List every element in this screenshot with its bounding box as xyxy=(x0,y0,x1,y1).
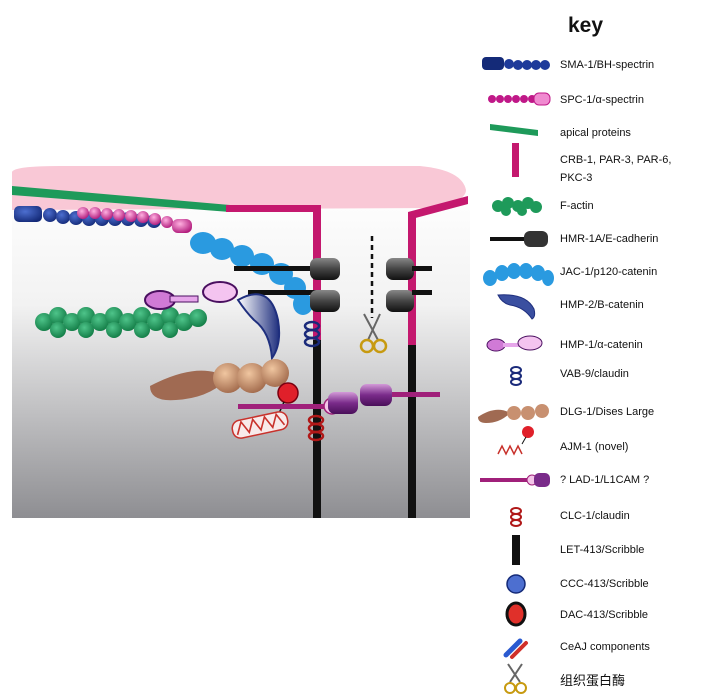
key-label-crb1-line2: PKC-3 xyxy=(560,172,593,184)
membrane-right-apical xyxy=(408,212,416,347)
key-label-hmp1: HMP-1/α-catenin xyxy=(560,339,643,351)
f-actin-cluster xyxy=(35,307,207,338)
blue-sphere-icon xyxy=(506,574,526,594)
key-label-ceaj: CeAJ components xyxy=(560,641,650,653)
key-label-sma1: SMA-1/BH-spectrin xyxy=(560,59,655,71)
green-bead-cluster-icon xyxy=(492,197,542,216)
clc1-coil xyxy=(307,414,325,442)
protease-scissors-icon xyxy=(359,313,388,354)
key-label-dlg1: DLG-1/Dises Large xyxy=(560,406,655,418)
key-label-ajm1: AJM-1 (novel) xyxy=(560,441,629,453)
magenta-rod-cylinder-icon xyxy=(480,473,550,487)
scissors-icon xyxy=(504,663,527,694)
crb1-band-right xyxy=(408,196,468,220)
magenta-bar-icon xyxy=(512,143,519,177)
red-coil-icon xyxy=(510,507,522,527)
key-label-apical: apical proteins xyxy=(560,127,631,139)
hmr1-cadherin-right xyxy=(386,258,432,312)
key-label-vab9: VAB-9/claudin xyxy=(560,368,629,380)
key-label-jac1: JAC-1/p120-catenin xyxy=(560,266,658,278)
ajm1-ball xyxy=(277,382,299,404)
hmr1-cadherin-left xyxy=(234,258,340,312)
vab9-coil xyxy=(303,320,321,348)
ajm1-helix xyxy=(231,411,289,439)
key-label-ccc: CCC-413/Scribble xyxy=(560,578,649,590)
apical-proteins-band xyxy=(12,186,230,212)
blue-arc-chain-icon xyxy=(483,263,554,286)
key-label-lad1: ? LAD-1/L1CAM ? xyxy=(560,474,650,486)
purple-dumbbell-icon xyxy=(486,335,543,352)
green-bar-icon xyxy=(490,124,538,136)
crb1-band xyxy=(226,205,320,212)
key-label-hmr1: HMR-1A/E-cadherin xyxy=(560,233,659,245)
key-panel: key SMA-1/BH-spectrin SPC-1/α-spectrin a… xyxy=(476,0,715,699)
blue-crescent-icon xyxy=(497,294,536,320)
key-title: key xyxy=(568,14,604,37)
black-rod-cylinder-icon xyxy=(490,231,548,247)
cell-body xyxy=(12,190,470,518)
dlg1-chain xyxy=(150,359,289,401)
brown-bead-chain-icon xyxy=(478,404,549,423)
key-label-spc1: SPC-1/α-spectrin xyxy=(560,94,644,106)
red-blue-bars-icon xyxy=(503,638,528,659)
key-label-crb1: CRB-1, PAR-3, PAR-6, xyxy=(560,154,672,166)
membrane-right xyxy=(408,345,416,518)
red-helix-ball-icon xyxy=(497,426,534,456)
navy-coil-icon xyxy=(510,366,522,386)
spc1-spectrin-chain xyxy=(77,207,192,233)
black-bar-icon xyxy=(512,535,520,565)
key-label-hmp2: HMP-2/B-catenin xyxy=(560,299,644,311)
junction-diagram xyxy=(12,166,470,518)
apical-surface xyxy=(12,166,466,210)
hmp1-dumbbell xyxy=(144,281,238,310)
hmp2-crescent xyxy=(236,293,281,361)
magenta-bead-chain-icon xyxy=(488,92,551,106)
key-label-clc1: CLC-1/claudin xyxy=(560,510,630,522)
key-label-factin: F-actin xyxy=(560,200,594,212)
membrane-left xyxy=(313,340,321,518)
blue-bead-chain-icon xyxy=(482,57,550,70)
key-label-let413: LET-413/Scribble xyxy=(560,544,645,556)
red-ring-icon xyxy=(505,601,527,627)
key-label-dac: DAC-413/Scribble xyxy=(560,609,649,621)
key-label-protease: 组织蛋白酶 xyxy=(560,673,626,688)
lad1-complex xyxy=(238,384,440,415)
